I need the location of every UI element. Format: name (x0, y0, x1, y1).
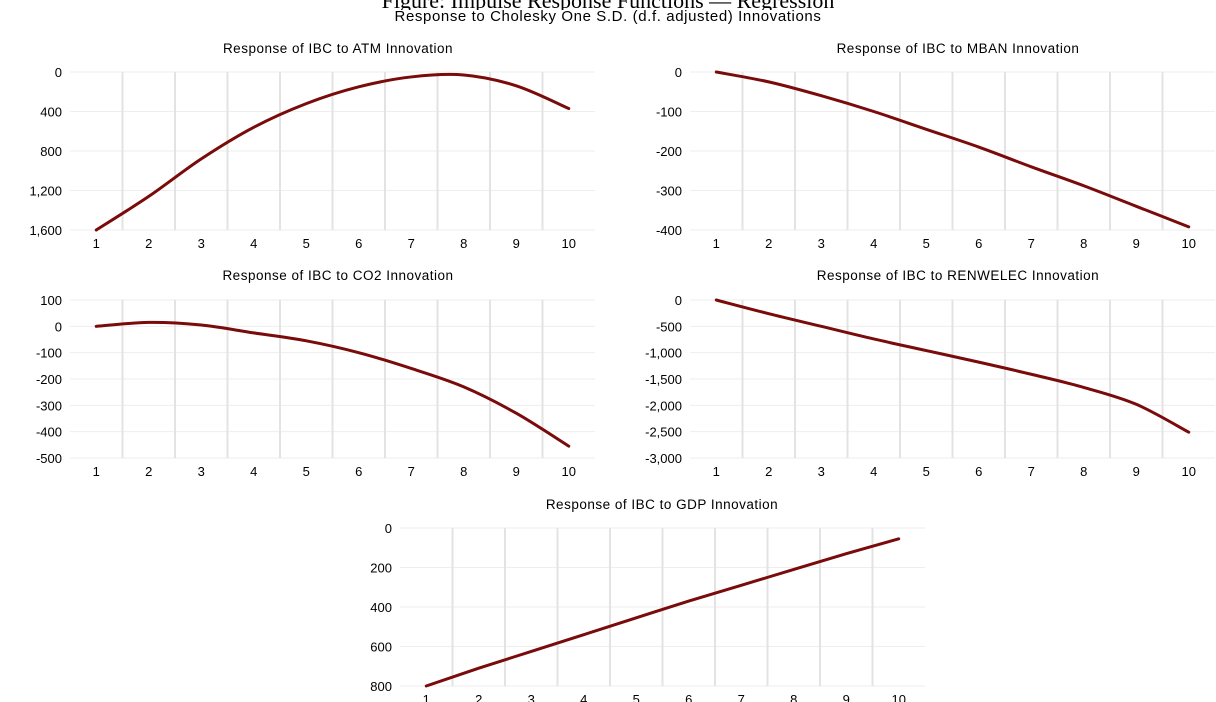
y-tick-label: -500 (656, 319, 682, 334)
chart-title: Response of IBC to CO2 Innovation (222, 268, 453, 283)
y-tick-label: 600 (370, 640, 392, 655)
y-tick-label: 0 (55, 65, 62, 80)
y-tick-label: -1,000 (645, 346, 682, 361)
y-tick-label: -500 (36, 451, 62, 466)
x-tick-label: 10 (562, 236, 576, 251)
x-tick-label: 5 (303, 464, 310, 479)
x-tick-label: 3 (818, 236, 825, 251)
x-tick-label: 4 (580, 692, 587, 702)
x-tick-label: 7 (408, 236, 415, 251)
x-tick-label: 9 (513, 464, 520, 479)
response-line (424, 537, 901, 688)
y-tick-label: 800 (40, 144, 62, 159)
figure-subtitle: Response to Cholesky One S.D. (d.f. adju… (394, 8, 822, 25)
x-tick-label: 7 (738, 692, 745, 702)
x-tick-label: 2 (145, 236, 152, 251)
response-line (94, 72, 571, 232)
x-tick-label: 4 (870, 236, 877, 251)
figure-title: Figure: Impulse Response Functions — Reg… (0, 0, 1216, 10)
x-tick-label: 4 (250, 236, 257, 251)
x-tick-label: 8 (790, 692, 797, 702)
x-tick-label: 3 (818, 464, 825, 479)
x-tick-label: 3 (198, 236, 205, 251)
x-tick-label: 8 (1080, 236, 1087, 251)
x-tick-label: 6 (355, 236, 362, 251)
y-tick-label: 400 (40, 105, 62, 120)
x-tick-label: 1 (93, 464, 100, 479)
x-tick-label: 10 (1182, 236, 1196, 251)
y-tick-label: -400 (36, 425, 62, 440)
chart-panel-2: 0 -100 -200 -300 -400 1 2 3 4 5 6 7 8 9 10 Response of … (656, 41, 1215, 251)
response-line (714, 70, 1191, 229)
x-tick-label: 1 (713, 464, 720, 479)
chart-panel-4: 0 -500 -1,000 -1,500 -2,000 -2,500 -3,000 1 2 3 4 5… (645, 268, 1215, 479)
x-tick-label: 2 (145, 464, 152, 479)
chart-panel-5: 0 200 400 600 800 1 2 3 4 5 6 7 8 9 10 Response of IBC … (370, 497, 925, 702)
x-tick-label: 10 (892, 692, 906, 702)
x-tick-label: 6 (355, 464, 362, 479)
x-tick-label: 1 (713, 236, 720, 251)
chart-panel-3: 100 0 -100 -200 -300 -400 -500 1 2 3 4 5 6 7 8 9 10 Respo… (36, 268, 595, 479)
x-tick-label: 9 (1133, 464, 1140, 479)
x-tick-label: 5 (303, 236, 310, 251)
chart-panel-1: 0 400 800 1,200 1,600 1 2 3 4 5 6 7 8 9 10 Response of … (29, 41, 595, 251)
y-tick-label: -3,000 (645, 451, 682, 466)
response-line (94, 320, 571, 448)
y-tick-label: -2,000 (645, 398, 682, 413)
y-tick-label: -200 (656, 144, 682, 159)
response-line (714, 298, 1191, 434)
y-tick-label: -100 (656, 105, 682, 120)
y-tick-label: 0 (675, 65, 682, 80)
x-tick-label: 2 (765, 464, 772, 479)
x-tick-label: 10 (1182, 464, 1196, 479)
chart-title: Response of IBC to RENWELEC Innovation (817, 268, 1099, 283)
x-tick-label: 8 (460, 236, 467, 251)
x-tick-label: 1 (423, 692, 430, 702)
x-tick-label: 7 (1028, 464, 1035, 479)
x-tick-label: 6 (975, 236, 982, 251)
x-tick-label: 2 (765, 236, 772, 251)
y-tick-label: -100 (36, 346, 62, 361)
x-tick-label: 1 (93, 236, 100, 251)
x-tick-label: 3 (198, 464, 205, 479)
y-tick-label: 1,200 (29, 184, 62, 199)
y-tick-label: -200 (36, 372, 62, 387)
y-tick-label: 0 (385, 521, 392, 536)
x-tick-label: 6 (685, 692, 692, 702)
y-tick-label: 200 (370, 561, 392, 576)
x-tick-label: 6 (975, 464, 982, 479)
x-tick-label: 5 (633, 692, 640, 702)
chart-title: Response of IBC to MBAN Innovation (837, 41, 1080, 56)
x-tick-label: 5 (923, 464, 930, 479)
x-tick-label: 4 (250, 464, 257, 479)
y-tick-label: 400 (370, 600, 392, 615)
x-tick-label: 3 (528, 692, 535, 702)
x-tick-label: 5 (923, 236, 930, 251)
x-tick-label: 10 (562, 464, 576, 479)
chart-title: Response of IBC to GDP Innovation (546, 497, 778, 512)
x-tick-label: 8 (1080, 464, 1087, 479)
x-tick-label: 4 (870, 464, 877, 479)
y-tick-label: 1,600 (29, 223, 62, 238)
y-tick-label: -300 (656, 184, 682, 199)
x-tick-label: 9 (513, 236, 520, 251)
y-tick-label: -300 (36, 398, 62, 413)
x-tick-label: 2 (475, 692, 482, 702)
y-tick-label: -2,500 (645, 425, 682, 440)
y-tick-label: 800 (370, 679, 392, 694)
y-tick-label: 100 (40, 293, 62, 308)
x-tick-label: 7 (1028, 236, 1035, 251)
y-tick-label: 0 (55, 319, 62, 334)
x-tick-label: 9 (843, 692, 850, 702)
y-tick-label: 0 (675, 293, 682, 308)
x-tick-label: 8 (460, 464, 467, 479)
y-tick-label: -1,500 (645, 372, 682, 387)
chart-title: Response of IBC to ATM Innovation (223, 41, 453, 56)
x-tick-label: 7 (408, 464, 415, 479)
y-tick-label: -400 (656, 223, 682, 238)
x-tick-label: 9 (1133, 236, 1140, 251)
